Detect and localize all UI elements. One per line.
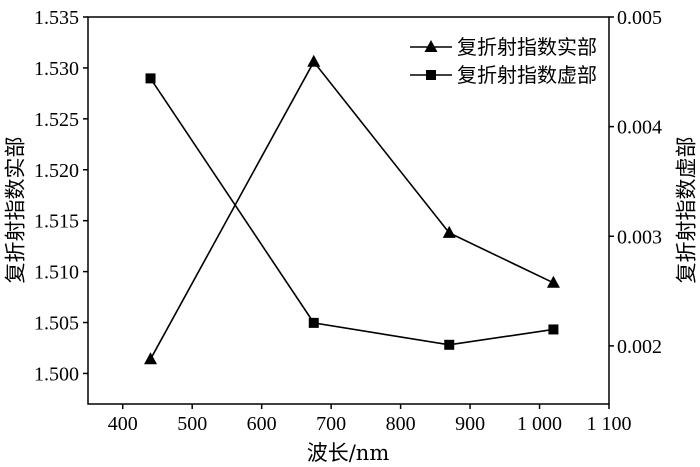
y-right-tick-label: 0.004 [617, 117, 662, 139]
series-layer [144, 54, 560, 365]
x-axis-label: 波长/nm [307, 441, 390, 465]
series-0-point [442, 225, 456, 238]
series-0-line [149, 60, 554, 360]
x-tick-label: 1 100 [587, 413, 632, 435]
y-left-tick-label: 1.520 [34, 160, 79, 182]
y-axis-right-ticks: 0.002 0.003 0.004 0.005 [609, 7, 662, 358]
x-tick-label: 700 [316, 413, 346, 435]
x-tick-label: 1 000 [517, 413, 562, 435]
y-right-tick-label: 0.002 [617, 336, 662, 358]
x-tick-label: 600 [247, 413, 277, 435]
series-1-line [149, 77, 554, 346]
x-tick-label: 500 [177, 413, 207, 435]
legend-marker [424, 40, 438, 52]
series-1-point [308, 317, 319, 328]
y-left-tick-label: 1.515 [34, 211, 79, 233]
legend-marker [426, 70, 436, 80]
series-0-point [546, 275, 560, 288]
x-tick-label: 900 [455, 413, 485, 435]
y-left-tick-label: 1.530 [34, 58, 79, 80]
y-left-tick-label: 1.510 [34, 262, 79, 284]
y-left-tick-label: 1.525 [34, 109, 79, 131]
y-right-tick-label: 0.003 [617, 226, 662, 248]
y-axis-right-label: 复折射指数虚部 [674, 137, 698, 284]
y-left-tick-label: 1.505 [34, 313, 79, 335]
legend-label: 复折射指数虚部 [457, 63, 597, 87]
series-1-point [444, 339, 455, 350]
legend-label: 复折射指数实部 [457, 35, 597, 59]
plot-frame [87, 16, 610, 405]
x-tick-label: 400 [108, 413, 138, 435]
y-axis-left-ticks: 1.500 1.505 1.510 1.515 1.520 1.525 1.530 1.535 [34, 7, 88, 385]
series-0-point [307, 54, 321, 67]
x-axis-ticks: 400 500 600 700 800 900 1 000 1 100 [108, 404, 632, 435]
series-0-point [144, 352, 158, 365]
x-tick-label: 800 [386, 413, 416, 435]
y-axis-left-label: 复折射指数实部 [3, 137, 27, 284]
y-left-tick-label: 1.535 [34, 7, 79, 29]
series-1-point [548, 324, 559, 335]
series-1-point [145, 73, 156, 84]
y-right-tick-label: 0.005 [617, 7, 662, 29]
y-left-tick-label: 1.500 [34, 363, 79, 385]
